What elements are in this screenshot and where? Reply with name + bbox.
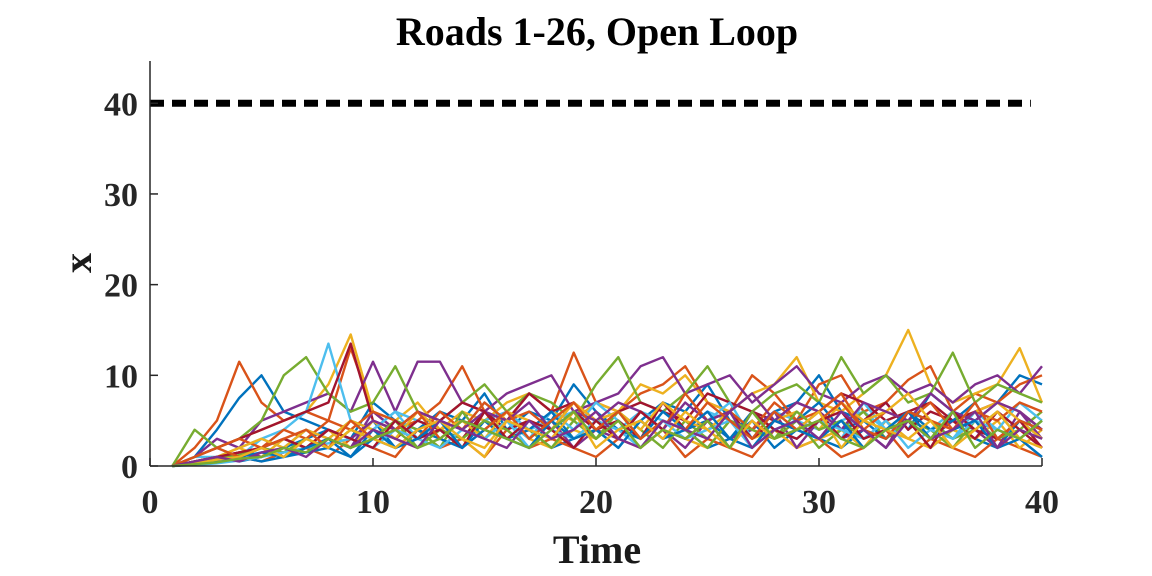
series-line-17: [172, 392, 1043, 468]
x-tick-label: 20: [579, 484, 613, 521]
x-tick-label: 40: [1025, 484, 1059, 521]
chart-title: Roads 1-26, Open Loop: [396, 9, 798, 54]
x-tick-label: 0: [142, 484, 159, 521]
series-line-4: [171, 355, 1043, 468]
x-tick-group: 0 10 20 30 40: [142, 458, 1059, 521]
x-tick-label: 30: [802, 484, 836, 521]
series-line-9: [172, 428, 1043, 468]
series-line-25: [172, 410, 1043, 468]
x-axis-label: Time: [553, 527, 641, 572]
y-tick-label: 10: [104, 358, 138, 395]
y-tick-label: 40: [104, 86, 138, 123]
x-tick-label: 10: [356, 484, 390, 521]
y-tick-label: 0: [121, 449, 138, 486]
series-layer: [171, 328, 1044, 468]
y-tick-label: 30: [104, 177, 138, 214]
y-axis-label: x: [55, 253, 100, 273]
y-tick-group: 0 10 20 30 40: [104, 86, 158, 486]
y-tick-label: 20: [104, 268, 138, 305]
series-line-26: [172, 410, 1043, 468]
